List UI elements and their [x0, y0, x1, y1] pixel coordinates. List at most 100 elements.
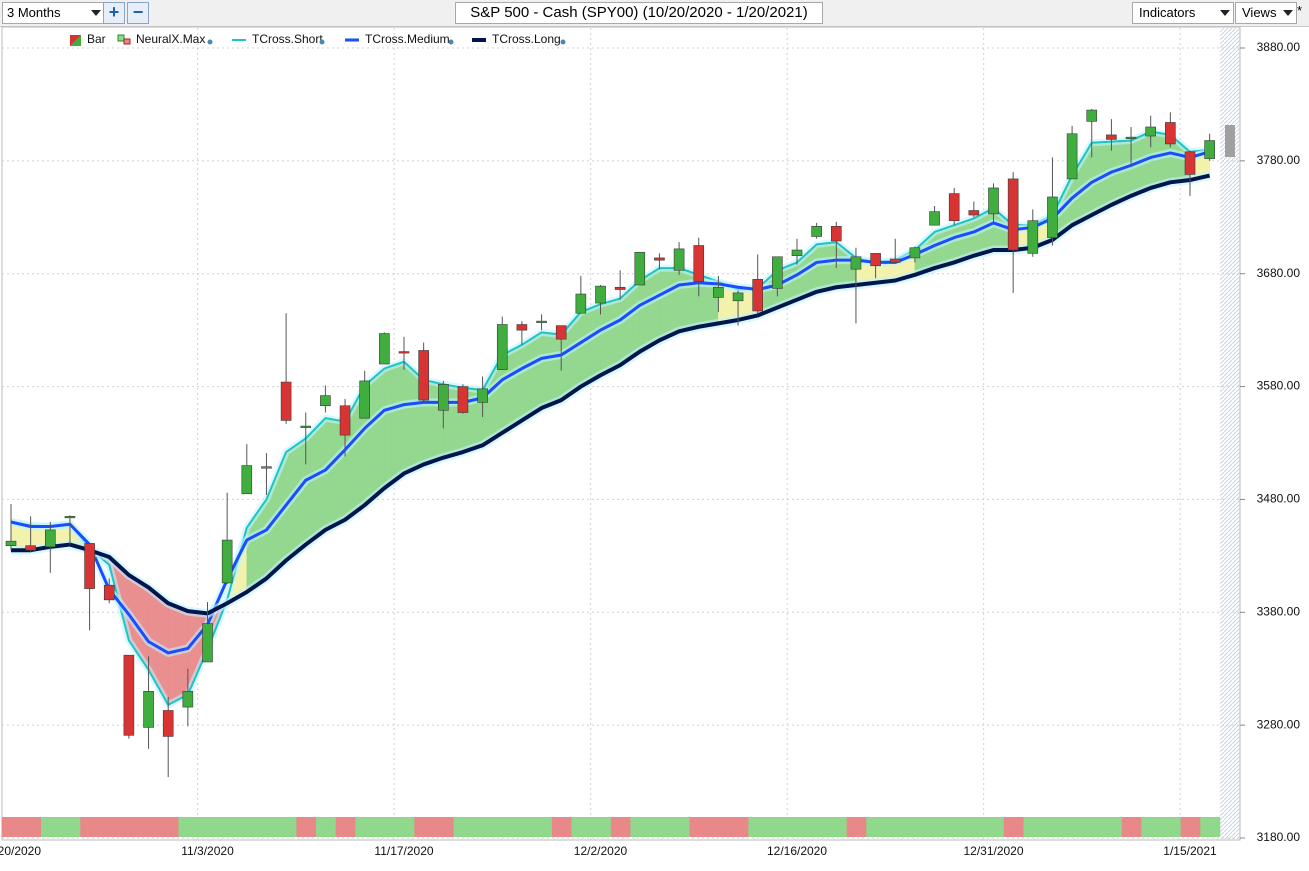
candle-body: [811, 226, 822, 237]
candle-body: [84, 543, 95, 589]
legend: Bar NeuralX.Max TCross.Short TCross.Medium T…: [70, 32, 566, 46]
chart-title: S&P 500 - Cash (SPY00) (10/20/2020 - 1/2…: [455, 2, 823, 24]
candle-body: [1145, 126, 1156, 137]
modified-marker: *: [1297, 3, 1303, 18]
candle-body: [300, 425, 312, 428]
candle-body: [241, 465, 253, 495]
candle-body: [555, 325, 567, 340]
neuralx-cell: [885, 817, 906, 837]
candle-body: [909, 247, 921, 259]
neuralx-cell: [80, 817, 101, 837]
dropdown-arrow: [91, 10, 101, 16]
candle-body: [143, 690, 154, 728]
y-tick-label: 3780.00: [1257, 153, 1301, 167]
candle-body: [202, 623, 213, 663]
neuralx-cell: [198, 817, 219, 837]
candle-body: [261, 466, 272, 469]
candle-body: [44, 529, 56, 548]
candle-body: [634, 251, 646, 286]
neuralx-cell: [1200, 817, 1221, 837]
neuralx-cell: [866, 817, 887, 837]
candle-body: [25, 545, 36, 551]
current-bar: [1225, 125, 1235, 157]
neuralx-cell: [60, 817, 81, 837]
neuralx-cell: [532, 817, 553, 837]
candle-body: [732, 292, 744, 302]
legend-icon: [70, 35, 81, 46]
candle-body: [850, 256, 862, 270]
neuralx-cell: [1043, 817, 1064, 837]
views-menu[interactable]: Views: [1235, 2, 1297, 24]
x-tick-label: 1/15/2021: [1163, 844, 1217, 858]
x-tick-label: 12/31/2020: [963, 844, 1023, 858]
neuralx-cell: [630, 817, 651, 837]
neuralx-cell: [40, 817, 61, 837]
neuralx-cell: [217, 817, 238, 837]
candle-body: [1027, 220, 1039, 254]
neuralx-cell: [512, 817, 533, 837]
candle-body: [1047, 196, 1058, 238]
indicators-menu[interactable]: Indicators: [1132, 2, 1234, 24]
y-tick-label: 3680.00: [1257, 266, 1301, 280]
legend-label: TCross.Long: [492, 32, 561, 46]
candle-body: [713, 286, 724, 298]
candle-body: [457, 386, 469, 413]
x-tick-label: 11/17/2020: [374, 844, 433, 858]
neuralx-cell: [257, 817, 278, 837]
candle-body: [1086, 109, 1098, 122]
neuralx-cell: [1180, 817, 1201, 837]
neuralx-cell: [453, 817, 474, 837]
candle-body: [5, 540, 17, 547]
candle-body: [1165, 122, 1176, 145]
candle-body: [162, 710, 174, 737]
y-tick-label: 3280.00: [1257, 717, 1301, 731]
neuralx-cell: [650, 817, 671, 837]
candle-body: [496, 324, 508, 370]
neuralx-cell: [375, 817, 395, 837]
candle-body: [379, 333, 390, 365]
neuralx-cell: [335, 817, 356, 837]
neuralx-cell: [178, 817, 199, 837]
candle-body: [948, 193, 960, 221]
candle-body: [359, 380, 371, 419]
plot-area: [1, 26, 1241, 841]
neuralx-cell: [355, 817, 376, 837]
candle-body: [929, 211, 940, 226]
zoom-in[interactable]: +: [103, 2, 125, 24]
legend-label: Bar: [87, 32, 106, 46]
toolbar: 3 Months + − S&P 500 - Cash (SPY00) (10/…: [0, 0, 1309, 27]
views-label: Views: [1242, 5, 1277, 20]
candle-body: [791, 249, 803, 256]
x-tick-label: 10/20/2020: [0, 844, 41, 858]
neuralx-cell: [689, 817, 710, 837]
neuralx-cell: [1062, 817, 1083, 837]
candle-body: [536, 320, 547, 323]
y-tick-label: 3580.00: [1257, 379, 1301, 393]
neuralx-cell: [1141, 817, 1162, 837]
zoom-out[interactable]: −: [127, 2, 149, 24]
neuralx-cell: [826, 817, 847, 837]
y-tick-label: 3880.00: [1257, 40, 1301, 54]
candle-body: [339, 405, 351, 436]
neuralx-cell: [99, 817, 120, 837]
legend-settings: [319, 39, 325, 45]
neuralx-cell: [768, 817, 788, 837]
legend-settings: [207, 39, 213, 45]
neuralx-cell: [571, 817, 592, 837]
neuralx-cell: [139, 817, 160, 837]
indicators-label: Indicators: [1139, 5, 1196, 20]
dropdown-arrow: [1283, 10, 1293, 16]
neuralx-cell: [846, 817, 867, 837]
neuralx-cell: [984, 817, 1005, 837]
candle-body: [437, 384, 449, 411]
candle-body: [693, 245, 705, 282]
candle-body: [870, 253, 881, 267]
neuralx-cell: [591, 817, 612, 837]
neuralx-cell: [21, 817, 42, 837]
neuralx-cell: [964, 817, 985, 837]
x-tick-label: 11/3/2020: [181, 844, 234, 858]
y-tick-label: 3380.00: [1257, 604, 1301, 618]
x-tick-label: 12/16/2020: [767, 844, 827, 858]
